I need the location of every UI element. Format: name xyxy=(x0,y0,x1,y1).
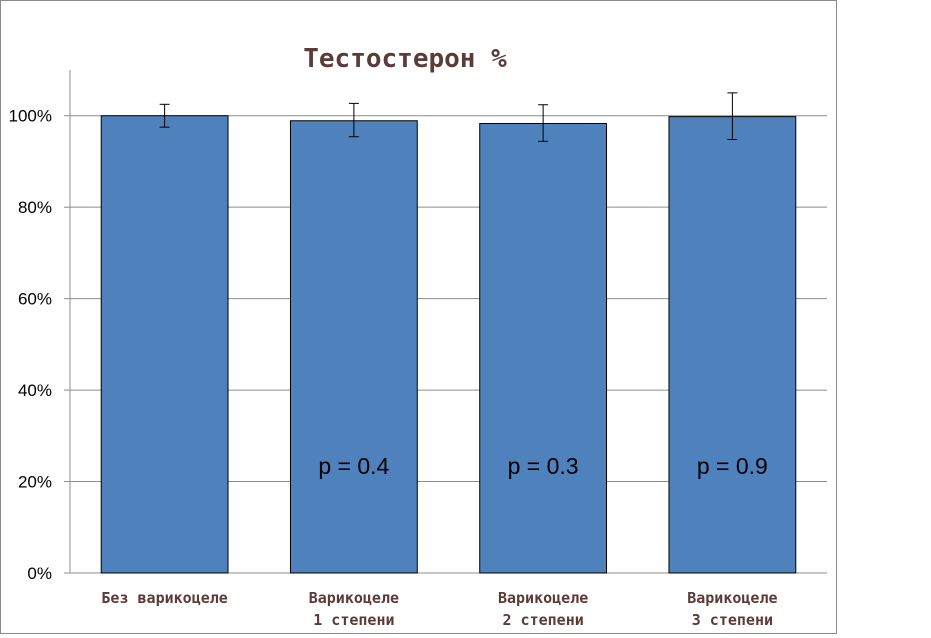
p-value-label: p = 0.9 xyxy=(697,453,768,479)
error-bars xyxy=(159,92,738,142)
bar xyxy=(668,116,797,574)
y-tick-label: 20% xyxy=(18,473,52,492)
y-tick-label: 80% xyxy=(18,198,52,217)
x-tick-label: 2 степени xyxy=(502,611,583,629)
x-tick-label: 1 степени xyxy=(313,611,394,629)
annotations: p = 0.4 p = 0.3 p = 0.9 xyxy=(318,453,767,479)
y-tick-label: 100% xyxy=(9,107,52,126)
bars xyxy=(100,115,797,574)
p-value-label: p = 0.4 xyxy=(318,453,389,479)
y-tick-label: 40% xyxy=(18,381,52,400)
y-tick-label: 60% xyxy=(18,290,52,309)
bar xyxy=(100,115,229,574)
y-tick-labels: 0% 20% 40% 60% 80% 100% xyxy=(9,107,52,583)
x-tick-label: Варикоцеле xyxy=(687,589,777,607)
x-tick-label: Без варикоцеле xyxy=(101,589,227,607)
x-tick-label: 3 степени xyxy=(692,611,773,629)
x-tick-label: Варикоцеле xyxy=(309,589,399,607)
x-tick-label: Варикоцеле xyxy=(498,589,588,607)
p-value-label: p = 0.3 xyxy=(508,453,579,479)
x-tick-labels: Без варикоцеле Варикоцеле 1 степени Варикоц… xyxy=(101,589,777,629)
bar xyxy=(289,120,418,574)
y-tick-label: 0% xyxy=(27,564,52,583)
chart-title: Тестостерон % xyxy=(303,44,507,74)
bar xyxy=(479,123,608,574)
